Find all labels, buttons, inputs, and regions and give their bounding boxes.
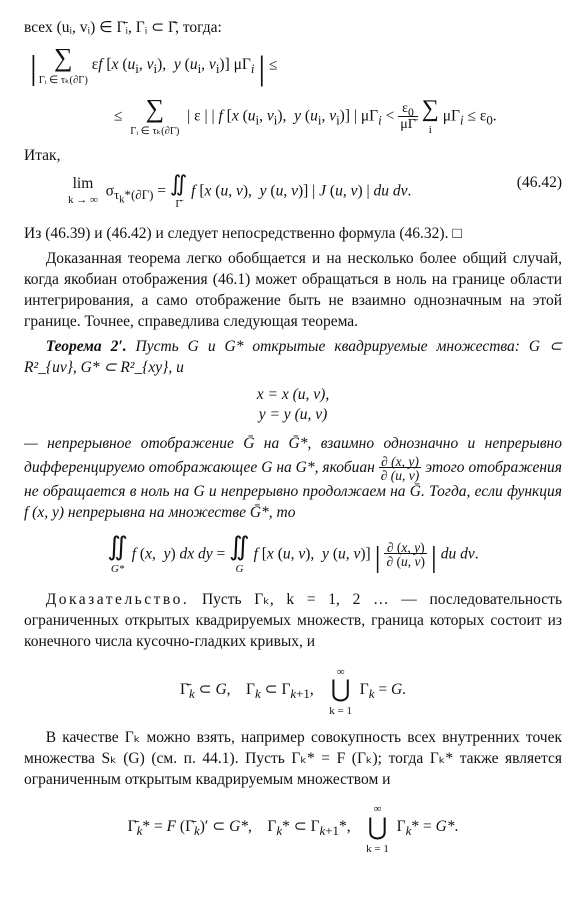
formula-ineq-sub1: Γᵢ ∈ τₖ(∂Γ) (39, 75, 88, 86)
line-from-46-39: Из (46.39) и (46.42) и следует непосредс… (24, 224, 562, 245)
formula-gamma-k-star-sub: k = 1 (366, 843, 389, 855)
formula-x-map: x = x (u, v), (257, 386, 329, 403)
formula-gamma-k-star-sup: ∞ (374, 803, 382, 815)
para-gamma-star: В качестве Γₖ можно взять, например сово… (24, 728, 562, 791)
formula-gamma-k: Γ̄k ⊂ G, Γk ⊂ Γk+1, ∞ ⋃ k = 1 Γk = G. Γ̄… (24, 663, 562, 718)
para-generalization: Доказанная теорема легко обобщается и на… (24, 249, 562, 333)
eqnum-46-42: (46.42) (517, 173, 562, 194)
proof-para: Доказательство. Пусть Γₖ, k = 1, 2 … — п… (24, 590, 562, 653)
line-itak: Итак, (24, 146, 562, 167)
formula-gamma-k-sup: ∞ (337, 666, 345, 678)
formula-ineq-sub2: Γᵢ ∈ τₖ(∂Γ) (130, 126, 179, 137)
formula-gamma-k-sub: k = 1 (329, 705, 352, 717)
formula-gamma-k-star: Γ̄k* = F (Γ̄k)′ ⊂ G*, Γk* ⊂ Γk+1*, ∞ ⋃ k… (24, 800, 562, 855)
formula-ineq-sub3: i (429, 124, 432, 136)
formula-main-identity: ∬G* f (x, y) dx dy = ∬G f [x (u, v), y (… (24, 534, 562, 578)
line-domain: всех (uᵢ, vᵢ) ∈ Γ̄ᵢ, Γᵢ ⊂ Γ̄, тогда: (24, 18, 562, 39)
theorem-text-2: — непрерывное отображение Ḡ на Ḡ*, взаим… (24, 434, 562, 524)
formula-46-42: (46.42) limk → ∞ στk*(∂Γ) = ∬Γ̄ lim σ_{τ… (24, 173, 562, 211)
formula-y-map: y = y (u, v) (259, 406, 328, 423)
formula-ineq: | ∑ Γᵢ ∈ τₖ(∂Γ) | ∑ ε f [ x (uᵢ, vᵢ), y … (24, 45, 562, 138)
formula-46-42-sub: k → ∞ (68, 194, 98, 206)
theorem-2p: Теорема 2′. Пусть G и G* открытые квадри… (24, 337, 562, 379)
formula-xy-map: x = x (u, v), y = y (u, v) (24, 385, 562, 427)
proof-label: Доказательство. (46, 591, 190, 608)
theorem-label: Теорема 2′. (46, 338, 127, 355)
